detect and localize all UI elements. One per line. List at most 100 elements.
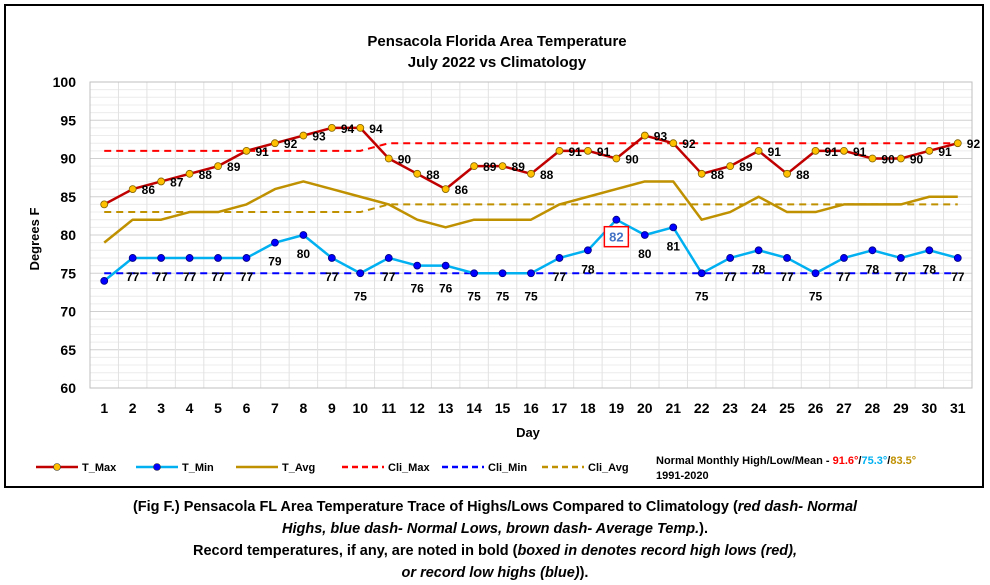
- y-tick-label: 90: [60, 151, 76, 167]
- x-tick-label: 23: [722, 400, 738, 416]
- data-label-t-min: 77: [553, 270, 567, 284]
- data-point-t-min: [925, 246, 934, 255]
- legend-label-cli-min: Cli_Min: [488, 462, 527, 474]
- data-label-t-min: 78: [923, 262, 937, 276]
- record-annotation-label: 82: [609, 230, 623, 245]
- temperature-chart: Pensacola Florida Area Temperature July …: [27, 33, 981, 482]
- data-label-t-min: 81: [667, 239, 681, 253]
- legend-label-cli-avg: Cli_Avg: [588, 462, 629, 474]
- x-tick-label: 21: [665, 400, 681, 416]
- data-label-t-max: 92: [967, 137, 981, 151]
- data-label-t-min: 77: [780, 270, 794, 284]
- data-point-t-min: [527, 269, 535, 278]
- data-point-t-min: [242, 254, 251, 262]
- data-point-t-max: [726, 162, 735, 171]
- x-tick-label: 2: [129, 400, 137, 416]
- data-point-t-max: [242, 146, 251, 155]
- data-label-t-max: 89: [227, 160, 241, 174]
- data-point-t-max: [327, 124, 336, 132]
- data-point-t-min: [640, 231, 649, 239]
- series-line-cli-avg: [104, 203, 958, 214]
- data-point-t-min: [100, 276, 109, 285]
- data-label-t-min: 77: [154, 270, 168, 284]
- data-label-t-max: 91: [825, 145, 839, 159]
- x-tick-label: 11: [381, 400, 396, 416]
- x-tick-label: 29: [893, 400, 909, 416]
- data-point-t-max: [754, 146, 763, 155]
- data-point-t-max: [128, 185, 137, 194]
- data-point-t-max: [697, 169, 706, 178]
- x-tick-label: 7: [271, 400, 279, 416]
- data-label-t-max: 93: [312, 130, 326, 144]
- data-point-t-max: [413, 169, 422, 178]
- data-label-t-max: 89: [739, 160, 753, 174]
- x-tick-label: 20: [637, 400, 653, 416]
- data-label-t-min: 75: [809, 289, 823, 303]
- x-tick-label: 19: [609, 400, 625, 416]
- data-point-t-max: [157, 177, 166, 186]
- x-tick-label: 8: [299, 400, 307, 416]
- y-tick-label: 75: [60, 265, 76, 281]
- data-point-t-min: [754, 246, 763, 255]
- normals-note: Normal Monthly High/Low/Mean - 91.6°/75.…: [656, 455, 916, 482]
- x-tick-label: 28: [865, 400, 881, 416]
- data-label-t-min: 77: [240, 270, 254, 284]
- data-point-t-max: [185, 169, 194, 178]
- data-label-t-min: 77: [951, 270, 965, 284]
- data-label-t-max: 91: [938, 145, 952, 159]
- data-label-t-min: 77: [837, 270, 851, 284]
- data-label-t-min: 77: [723, 270, 737, 284]
- data-point-t-max: [214, 162, 222, 171]
- data-label-t-max: 88: [426, 168, 440, 182]
- data-point-t-min: [868, 246, 877, 255]
- data-label-t-min: 78: [752, 262, 766, 276]
- x-tick-label: 26: [808, 400, 824, 416]
- data-point-t-min: [669, 223, 678, 232]
- data-label-t-min: 76: [411, 282, 425, 296]
- data-label-t-min: 77: [211, 270, 225, 284]
- data-label-t-max: 91: [255, 145, 269, 159]
- data-point-t-min: [356, 269, 365, 278]
- data-point-t-max: [669, 139, 678, 148]
- data-point-t-max: [384, 154, 393, 163]
- data-label-t-max: 88: [796, 168, 810, 182]
- data-point-t-min: [498, 269, 507, 278]
- data-label-t-min: 75: [354, 289, 368, 303]
- x-tick-label: 30: [922, 400, 938, 416]
- x-axis-label: Day: [516, 425, 541, 440]
- y-tick-label: 60: [60, 380, 76, 396]
- data-point-t-min: [157, 254, 166, 262]
- data-point-t-min: [128, 254, 137, 262]
- data-point-t-max: [925, 146, 934, 155]
- data-label-t-max: 86: [142, 183, 156, 197]
- normal-mean-value: 83.5°: [890, 455, 916, 467]
- chart-subtitle: July 2022 vs Climatology: [408, 54, 587, 71]
- data-point-t-min: [271, 238, 279, 247]
- normal-high-value: 91.6°: [833, 455, 859, 467]
- data-point-t-min: [413, 261, 422, 270]
- y-tick-label: 100: [53, 74, 77, 90]
- data-point-t-max: [271, 139, 279, 148]
- x-tick-label: 31: [950, 400, 966, 416]
- data-point-t-max: [356, 124, 365, 132]
- data-point-t-max: [640, 131, 649, 140]
- data-label-t-max: 86: [455, 183, 469, 197]
- data-label-t-min: 80: [638, 247, 652, 261]
- data-point-t-min: [783, 254, 791, 262]
- x-tick-label: 15: [495, 400, 511, 416]
- data-label-t-min: 77: [183, 270, 197, 284]
- y-tick-label: 85: [60, 189, 76, 205]
- x-tick-label: 24: [751, 400, 767, 416]
- x-tick-label: 9: [328, 400, 336, 416]
- data-label-t-max: 88: [711, 168, 725, 182]
- data-label-t-max: 91: [768, 145, 782, 159]
- y-tick-label: 70: [60, 304, 76, 320]
- data-label-t-max: 94: [341, 122, 355, 136]
- data-label-t-max: 87: [170, 175, 184, 189]
- data-label-t-min: 78: [866, 262, 880, 276]
- data-label-t-min: 79: [268, 255, 282, 269]
- data-point-t-min: [299, 231, 308, 239]
- data-point-t-min: [555, 254, 564, 262]
- y-tick-label: 80: [60, 227, 76, 243]
- x-tick-label: 5: [214, 400, 222, 416]
